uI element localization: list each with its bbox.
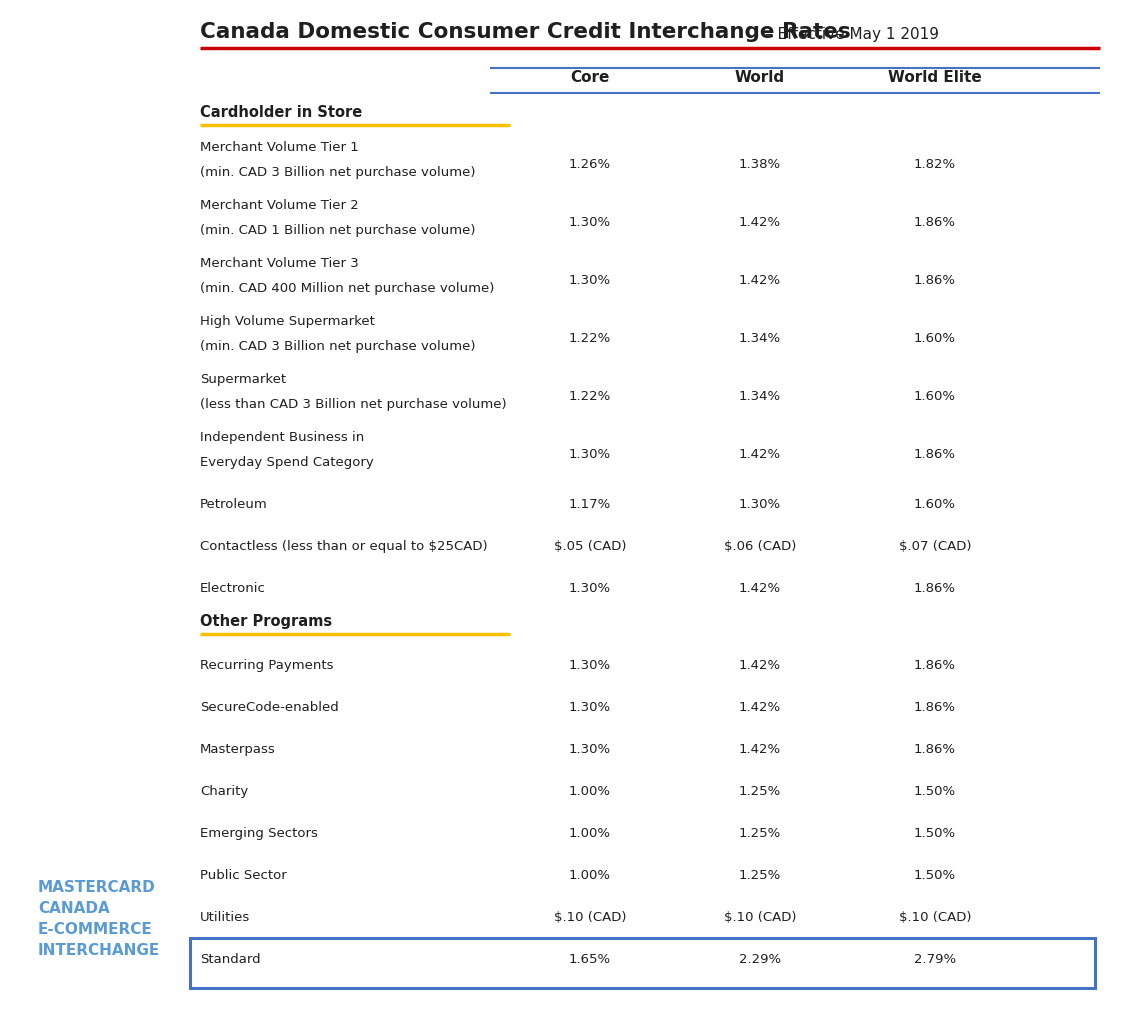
Text: 1.22%: 1.22% <box>568 390 612 402</box>
Text: 1.60%: 1.60% <box>913 331 956 344</box>
Text: 1.50%: 1.50% <box>913 784 956 797</box>
Text: (min. CAD 1 Billion net purchase volume): (min. CAD 1 Billion net purchase volume) <box>200 224 475 237</box>
Text: $.05 (CAD): $.05 (CAD) <box>554 540 626 552</box>
Text: $.06 (CAD): $.06 (CAD) <box>723 540 796 552</box>
Text: – Effective May 1 2019: – Effective May 1 2019 <box>765 27 939 42</box>
Text: 1.42%: 1.42% <box>739 743 781 756</box>
Text: 1.34%: 1.34% <box>739 390 781 402</box>
Text: Masterpass: Masterpass <box>200 743 276 756</box>
Text: Petroleum: Petroleum <box>200 497 268 511</box>
Text: 1.30%: 1.30% <box>739 497 781 511</box>
Text: 1.00%: 1.00% <box>570 868 611 881</box>
Text: Contactless (less than or equal to $25CAD): Contactless (less than or equal to $25CA… <box>200 540 487 552</box>
Text: $.10 (CAD): $.10 (CAD) <box>723 911 796 924</box>
Text: 1.25%: 1.25% <box>739 784 781 797</box>
Text: Electronic: Electronic <box>200 581 265 595</box>
Text: 1.30%: 1.30% <box>570 658 611 672</box>
Text: $.10 (CAD): $.10 (CAD) <box>899 911 972 924</box>
FancyBboxPatch shape <box>190 938 1095 988</box>
Text: Everyday Spend Category: Everyday Spend Category <box>200 456 374 469</box>
Text: 1.00%: 1.00% <box>570 784 611 797</box>
Text: 1.26%: 1.26% <box>570 157 611 170</box>
Text: 1.38%: 1.38% <box>739 157 781 170</box>
Text: 1.30%: 1.30% <box>570 743 611 756</box>
Text: 1.30%: 1.30% <box>570 216 611 229</box>
Text: Independent Business in: Independent Business in <box>200 432 364 445</box>
Text: Emerging Sectors: Emerging Sectors <box>200 827 318 840</box>
Text: 1.50%: 1.50% <box>913 868 956 881</box>
Text: 1.65%: 1.65% <box>570 952 611 965</box>
Text: Merchant Volume Tier 3: Merchant Volume Tier 3 <box>200 257 359 270</box>
Text: 2.29%: 2.29% <box>739 952 781 965</box>
Text: Other Programs: Other Programs <box>200 614 333 629</box>
Text: 1.00%: 1.00% <box>570 827 611 840</box>
Text: Merchant Volume Tier 1: Merchant Volume Tier 1 <box>200 141 359 154</box>
Text: $.10 (CAD): $.10 (CAD) <box>554 911 626 924</box>
Text: Public Sector: Public Sector <box>200 868 287 881</box>
Text: 1.42%: 1.42% <box>739 448 781 461</box>
Text: Charity: Charity <box>200 784 248 797</box>
Text: 1.42%: 1.42% <box>739 274 781 287</box>
Text: 1.30%: 1.30% <box>570 581 611 595</box>
Text: (min. CAD 3 Billion net purchase volume): (min. CAD 3 Billion net purchase volume) <box>200 340 475 354</box>
Text: 1.86%: 1.86% <box>913 274 956 287</box>
Text: Cardholder in Store: Cardholder in Store <box>200 105 362 120</box>
Text: SecureCode-enabled: SecureCode-enabled <box>200 701 338 713</box>
Text: Core: Core <box>571 70 609 85</box>
Text: 1.17%: 1.17% <box>568 497 612 511</box>
Text: 1.86%: 1.86% <box>913 216 956 229</box>
Text: 1.42%: 1.42% <box>739 581 781 595</box>
Text: 1.86%: 1.86% <box>913 701 956 713</box>
Text: Merchant Volume Tier 2: Merchant Volume Tier 2 <box>200 200 359 213</box>
Text: 1.60%: 1.60% <box>913 390 956 402</box>
Text: 1.86%: 1.86% <box>913 658 956 672</box>
Text: 1.34%: 1.34% <box>739 331 781 344</box>
Text: $.07 (CAD): $.07 (CAD) <box>899 540 972 552</box>
Text: 1.50%: 1.50% <box>913 827 956 840</box>
Text: 1.42%: 1.42% <box>739 701 781 713</box>
Text: 1.25%: 1.25% <box>739 827 781 840</box>
Text: (min. CAD 3 Billion net purchase volume): (min. CAD 3 Billion net purchase volume) <box>200 166 475 179</box>
Text: (min. CAD 400 Million net purchase volume): (min. CAD 400 Million net purchase volum… <box>200 283 494 295</box>
Text: Recurring Payments: Recurring Payments <box>200 658 334 672</box>
Text: 1.60%: 1.60% <box>913 497 956 511</box>
Text: Utilities: Utilities <box>200 911 251 924</box>
Text: 1.86%: 1.86% <box>913 448 956 461</box>
Text: 1.42%: 1.42% <box>739 216 781 229</box>
Text: MASTERCARD
CANADA
E-COMMERCE
INTERCHANGE: MASTERCARD CANADA E-COMMERCE INTERCHANGE <box>38 880 161 958</box>
Text: High Volume Supermarket: High Volume Supermarket <box>200 315 375 328</box>
Text: 1.30%: 1.30% <box>570 701 611 713</box>
Text: Supermarket: Supermarket <box>200 373 286 386</box>
Text: 2.79%: 2.79% <box>913 952 956 965</box>
Text: World Elite: World Elite <box>888 70 982 85</box>
Text: (less than CAD 3 Billion net purchase volume): (less than CAD 3 Billion net purchase vo… <box>200 398 507 411</box>
Text: 1.30%: 1.30% <box>570 274 611 287</box>
Text: 1.82%: 1.82% <box>913 157 956 170</box>
Text: 1.25%: 1.25% <box>739 868 781 881</box>
Text: 1.30%: 1.30% <box>570 448 611 461</box>
Text: 1.86%: 1.86% <box>913 581 956 595</box>
Text: 1.22%: 1.22% <box>568 331 612 344</box>
Text: 1.42%: 1.42% <box>739 658 781 672</box>
Text: Canada Domestic Consumer Credit Interchange Rates: Canada Domestic Consumer Credit Intercha… <box>200 22 851 42</box>
Text: World: World <box>735 70 785 85</box>
Text: Standard: Standard <box>200 952 261 965</box>
Text: 1.86%: 1.86% <box>913 743 956 756</box>
